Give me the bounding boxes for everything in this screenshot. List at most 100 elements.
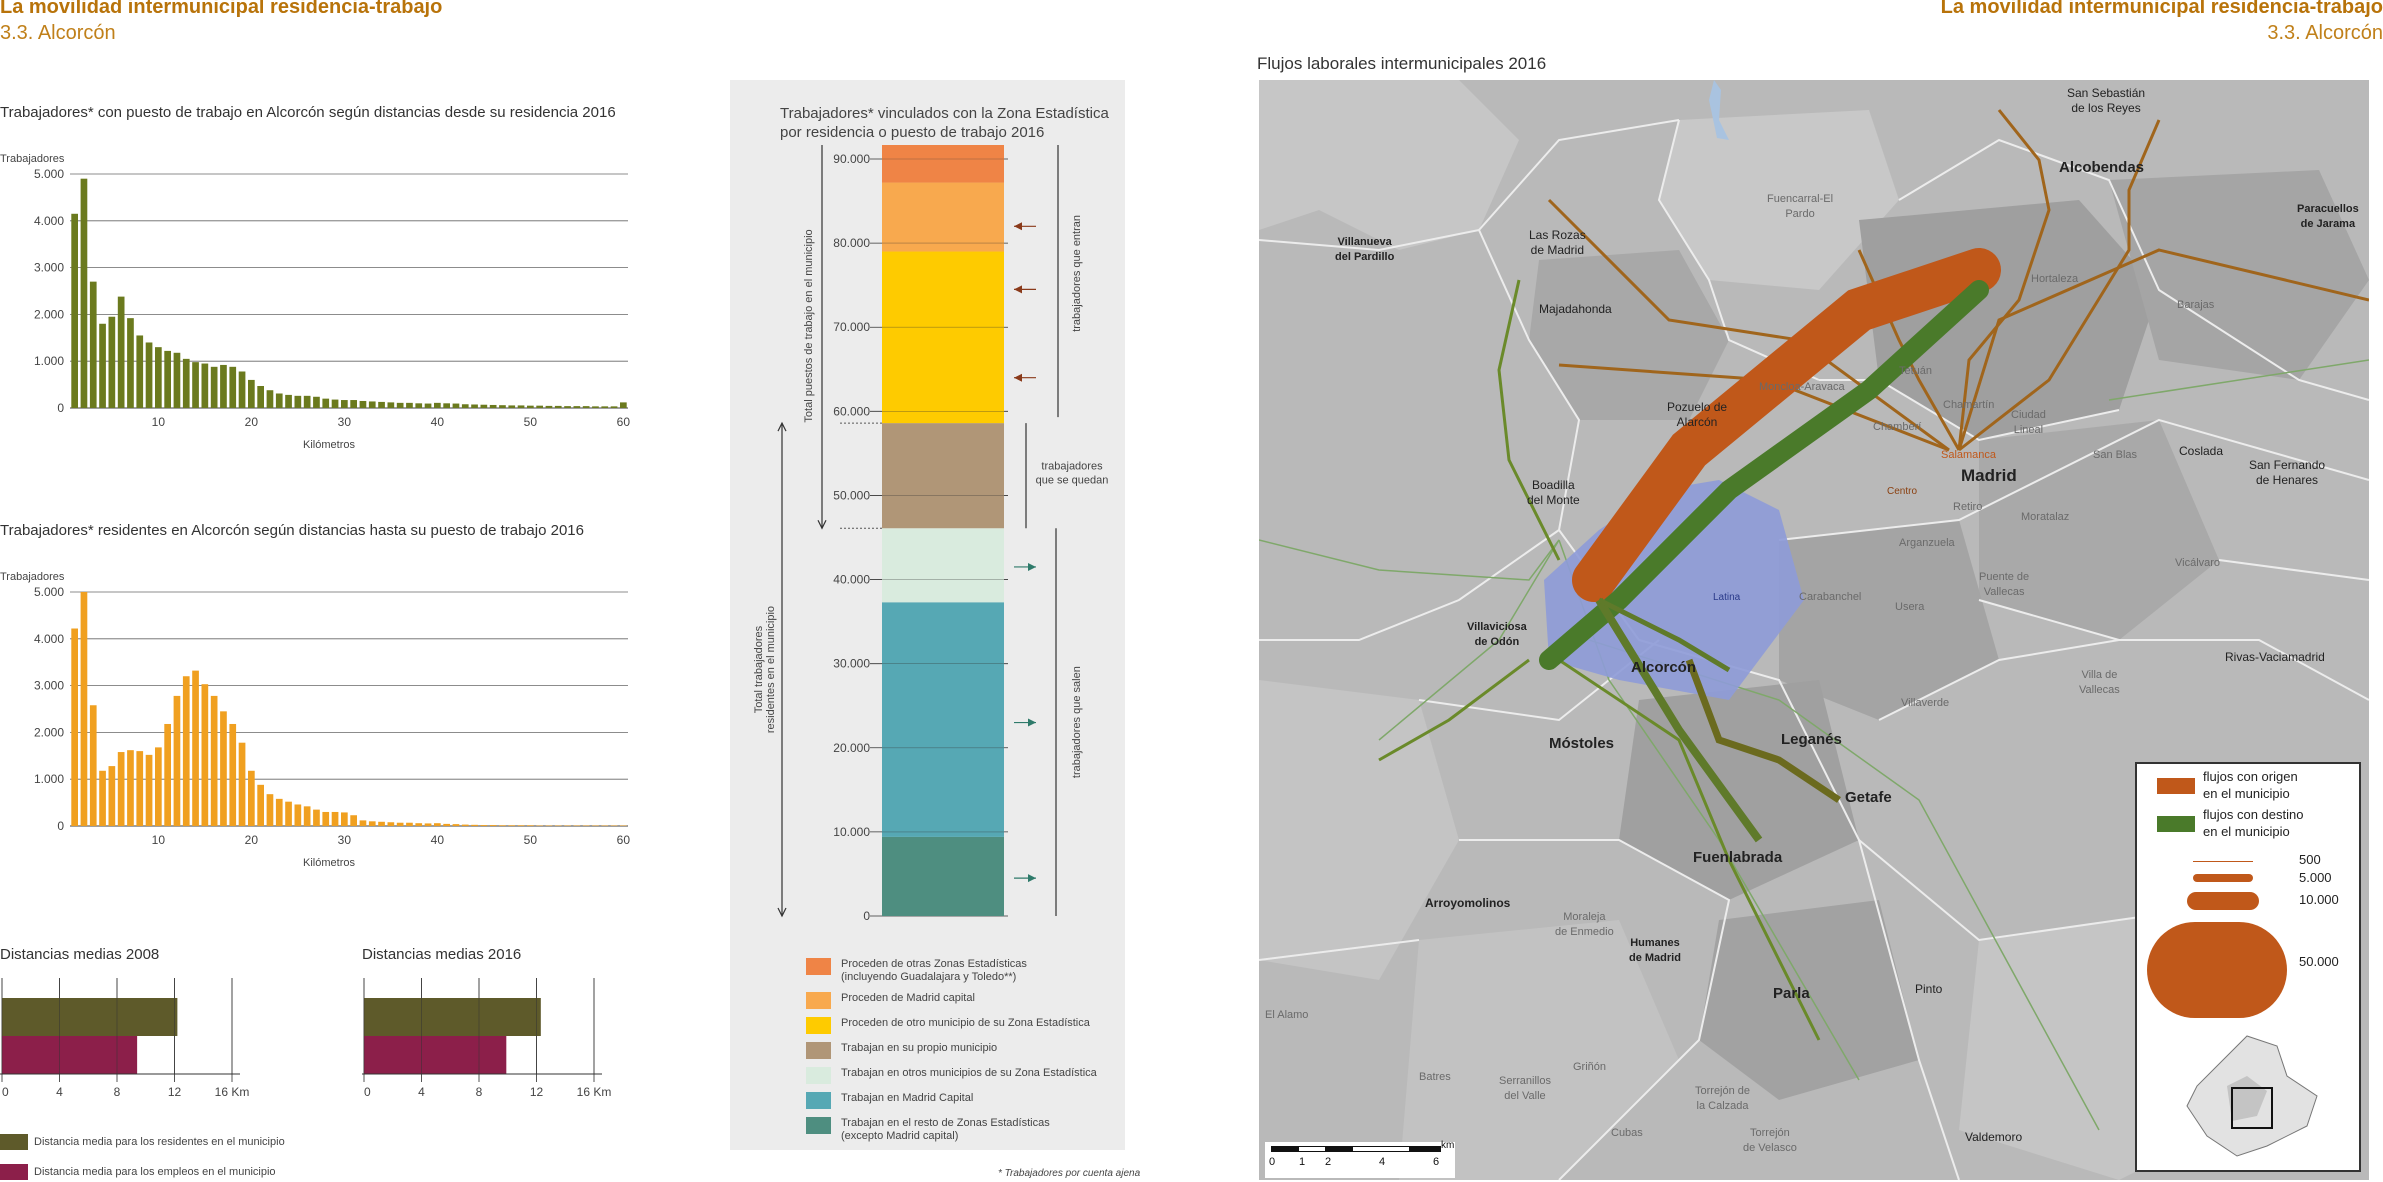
bar [99,770,106,826]
place-rivas: Rivas-Vaciamadrid [2225,650,2325,664]
y-tick-label: 5.000 [34,167,64,181]
bar [350,400,357,408]
bar [155,747,162,826]
x-tick-label: 60 [617,833,631,847]
bar [322,811,330,826]
label-stay-1: trabajadores [1041,461,1103,473]
bar [229,723,237,826]
arrow-total-jobs-head [817,519,827,530]
bar [368,821,376,826]
bar [527,405,534,408]
legend-dest-line1: flujos con destino [2203,807,2304,822]
bar [266,794,274,826]
map-area [1779,520,1999,720]
place-batres: Batres [1419,1071,1451,1083]
x-tick-label: 16 Km [577,1085,612,1099]
place-el-alamo: El Alamo [1265,1009,1309,1021]
stack-legend-label: Trabajan en otros municipios de su Zona … [841,1067,1097,1080]
y-tick-label: 5.000 [34,585,64,599]
bar [80,592,88,826]
stack-legend-item: Proceden de otro municipio de su Zona Es… [806,1017,1097,1034]
stack-legend-item: Trabajan en el resto de Zonas Estadístic… [806,1117,1097,1143]
legend-50000-label: 50.000 [2299,954,2339,969]
place-centro: Centro [1887,486,1918,497]
place-hortaleza: Hortaleza [2031,273,2079,285]
bar [294,395,302,408]
place-villa-vallecas: Villa de Vallecas [2079,669,2120,696]
stack-legend-label: Trabajan en su propio municipio [841,1042,997,1055]
map-area [1699,900,1919,1100]
stack-segment [882,145,1004,183]
place-fuenlabrada: Fuenlabrada [1693,849,1783,866]
bar [266,390,274,408]
place-mostoles: Móstoles [1549,735,1615,752]
scale-label: 4 [1379,1156,1386,1168]
stack-legend-item: Trabajan en su propio municipio [806,1042,1097,1059]
stack-legend-label: Proceden de Madrid capital [841,992,975,1005]
chart-ylabel: Trabajadores [0,571,65,583]
x-tick-label: 0 [2,1085,9,1099]
chart1-svg: Trabajadores 0 1.000 2.000 3.000 4.000 5.000 10… [0,153,631,448]
place-leganes: Leganés [1781,731,1842,748]
place-moratalaz: Moratalaz [2021,511,2070,523]
bar [364,1036,507,1074]
bar [592,406,599,408]
scale-unit: km [1441,1140,1455,1151]
bar [145,342,153,408]
place-ciudad-lineal: Ciudad Lineal [2011,409,2046,436]
bar [387,402,395,408]
stack-legend-swatch [806,1042,831,1059]
stack-legend-swatch [806,992,831,1009]
arrow-enter-head [1014,373,1022,382]
place-barajas: Barajas [2177,299,2215,311]
bar [601,406,609,408]
place-boadilla: Boadilla del Monte [1527,478,1580,507]
bar [313,809,320,826]
stack-title-line2: por residencia o puesto de trabajo 2016 [780,124,1045,141]
place-tetuan: Tetuán [1899,365,1933,377]
bar [527,825,534,826]
place-grinon: Griñón [1573,1061,1607,1073]
map-area [1259,80,1519,250]
bar [610,406,618,408]
dist2008-title: Distancias medias 2008 [0,946,160,963]
x-tick-label: 60 [617,415,631,429]
legend-origin-swatch [2157,778,2195,794]
place-retiro: Retiro [1953,501,1983,513]
map-area [1529,250,1729,420]
dist2008-svg: 0 4 8 12 16 Km [0,978,249,1099]
arrow-exit-head [1028,718,1036,727]
main-origin-flow [1572,248,2001,602]
scale-label: 0 [1269,1156,1276,1168]
place-serranillos: Serranillos del Valle [1499,1075,1551,1102]
bar [210,695,218,826]
map-area [1259,680,1459,980]
label-total-residents-1: Total trabajadores [753,625,765,713]
place-villaverde: Villaverde [1901,697,1950,709]
chart-xlabel: Kilómetros [303,857,355,869]
stack-title: Trabajadores* vinculados con la Zona Est… [780,104,1109,142]
bar [108,316,116,408]
bar [2,1036,138,1074]
label-exit: trabajadores que salen [1071,666,1083,778]
stack-segment [882,528,1004,603]
left-header-title: La movilidad intermunicipal residencia-t… [0,0,443,18]
scale-label: 1 [1299,1156,1306,1168]
bar [443,403,450,408]
bar [182,358,190,408]
arrow-exit-head [1028,874,1036,883]
x-tick-label: 8 [476,1085,483,1099]
arrow-enter-head [1014,222,1022,231]
legend-jobs-swatch [0,1164,28,1180]
y-tick-label: 2.000 [34,725,64,739]
arrow-enter-head [1014,285,1022,294]
bar [364,998,541,1036]
locator-extent [2231,1087,2273,1129]
legend-10000-label: 10.000 [2299,892,2339,907]
place-las-rozas: Las Rozas de Madrid [1529,228,1586,257]
stack-legend-item: Trabajan en Madrid Capital [806,1092,1097,1109]
place-puente-vallecas: Puente de Vallecas [1979,571,2030,598]
municipal-boundaries [1259,119,2369,1180]
map[interactable]: San Sebastián de los Reyes Alcobendas Pa… [1259,80,2369,1180]
legend-residents-label: Distancia media para los residentes en e… [34,1136,285,1148]
